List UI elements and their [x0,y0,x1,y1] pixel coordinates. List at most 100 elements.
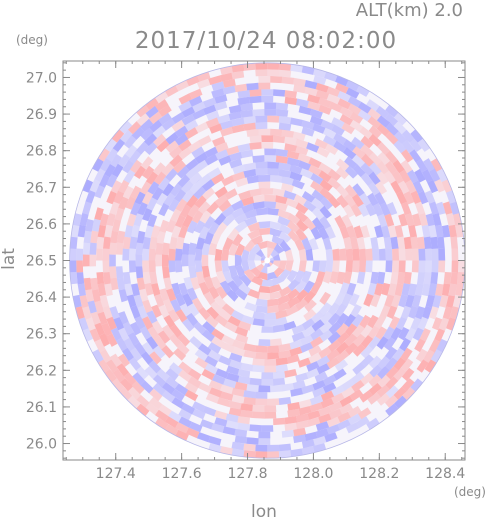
radar-cell [193,186,207,200]
radar-cell [221,205,235,218]
radar-cell [408,224,417,238]
radar-cell [161,390,176,403]
radar-cell [303,290,316,304]
radar-cell [319,291,331,305]
radar-cell [270,128,283,137]
radar-cell [174,214,186,228]
radar-cell [212,374,226,385]
radar-cell [188,242,197,255]
radar-cell [99,213,109,227]
radar-cell [273,260,281,268]
radar-cell [287,213,301,225]
radar-cell [135,254,143,267]
radar-cell [275,155,289,164]
radar-cell [281,182,294,193]
radar-cell [131,224,140,238]
radar-cell [165,85,179,97]
radar-cell [149,271,158,285]
radar-cell [82,254,90,267]
radar-cell [385,385,399,399]
radar-cell [410,190,422,204]
radar-cell [181,254,189,267]
radar-cell [335,82,349,94]
radar-cell [252,201,265,210]
radar-cell [145,171,159,185]
radar-cell [458,260,465,273]
radar-cell [347,405,362,418]
radar-cell [269,221,282,230]
radar-cell [278,169,292,178]
radar-cell [418,213,429,227]
radar-cell [244,209,257,219]
radar-cell [125,196,136,210]
radar-cell [397,236,406,249]
radar-cell [310,328,324,341]
radar-cell [290,387,304,397]
radar-cell [309,402,323,413]
radar-cell [385,403,399,417]
radar-cell [402,387,416,401]
radar-cell [96,236,105,249]
radar-cell [264,405,277,412]
radar-cell [334,215,346,229]
radar-cell [120,129,133,143]
radar-cell [309,395,324,406]
radar-cell [215,368,229,379]
radar-cell [109,201,120,215]
radar-cell [165,376,179,389]
radar-cell [405,179,417,194]
radar-cell [194,159,208,172]
radar-cell [101,322,113,337]
radar-cell [372,248,380,261]
radar-cell [295,372,309,383]
radar-cell [249,424,262,432]
radar-cell [252,109,265,117]
radar-cell [353,225,364,239]
radar-cell [198,201,211,214]
radar-cell [370,294,381,308]
radar-cell [287,220,300,233]
radar-cell [446,213,455,226]
radar-cell [165,140,179,153]
radar-cell [295,420,309,430]
radar-cell [226,289,239,302]
radar-cell [293,84,307,94]
radar-cell [450,272,458,285]
radar-cell [129,159,143,174]
radar-cell [128,248,136,261]
radar-cell [368,336,381,350]
radar-cell [327,312,341,326]
radar-cell [189,172,203,185]
radar-cell [144,133,158,147]
radar-cell [214,186,228,199]
radar-cell [318,413,332,424]
radar-cell [169,146,183,159]
radar-cell [228,104,242,114]
radar-cell [352,164,366,178]
radar-cell [99,349,112,363]
radar-cell [401,129,415,143]
radar-cell [319,216,331,230]
radar-cell [222,78,236,88]
radar-cell [82,201,92,215]
radar-cell [178,361,192,374]
radar-cell [273,89,286,97]
radar-cell [273,253,281,261]
radar-cell [226,372,240,383]
radar-cell [215,270,226,284]
radar-cell [258,76,271,83]
radar-cell [170,208,182,222]
radar-cell [228,407,242,417]
radar-cell [451,248,459,261]
radar-cell [325,248,334,261]
radar-cell [304,431,318,441]
radar-cell [343,236,353,250]
radar-cell [187,140,202,153]
radar-cell [246,82,259,91]
radar-cell [387,283,397,297]
radar-cell [381,282,391,296]
radar-cell [423,272,432,285]
radar-cell [190,277,201,291]
radar-cell [70,236,78,249]
radar-cell [326,357,340,369]
